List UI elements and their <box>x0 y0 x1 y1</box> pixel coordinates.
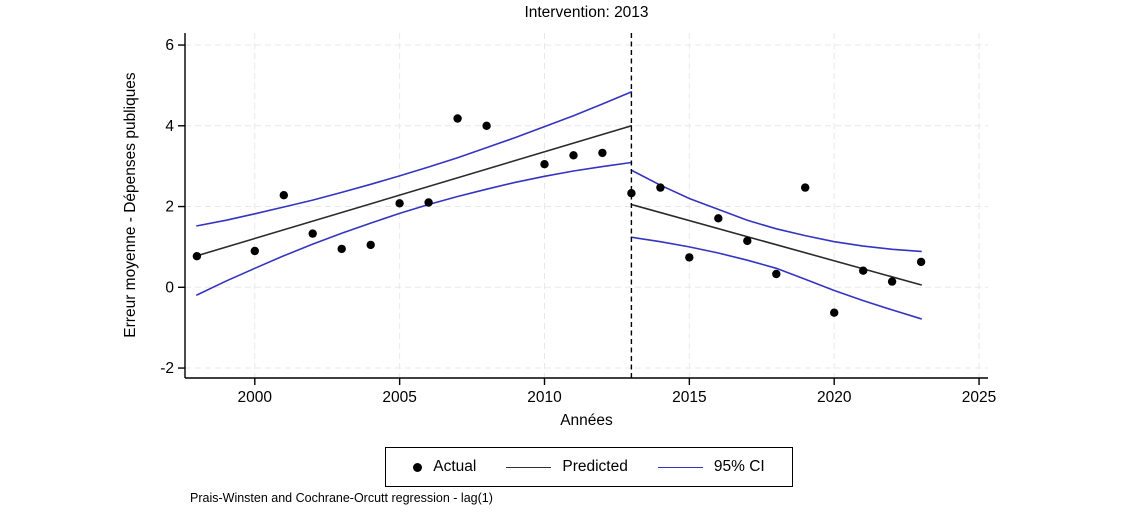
ci-upper-post-line <box>630 169 922 253</box>
data-point <box>714 214 723 223</box>
legend-label-actual: Actual <box>433 458 477 475</box>
data-point <box>598 148 607 158</box>
data-point <box>192 252 202 261</box>
predicted-pre-line <box>196 125 633 257</box>
data-point <box>916 257 926 267</box>
data-point <box>482 121 491 130</box>
x-tick-label: 2025 <box>962 389 996 406</box>
chart-title: Intervention: 2013 <box>524 4 649 21</box>
x-tick-label: 2000 <box>238 389 273 406</box>
regression-note: Prais-Winsten and Cochrane-Orcutt regres… <box>190 491 493 505</box>
x-tick-label: 2020 <box>817 389 852 406</box>
data-point <box>279 191 288 200</box>
y-tick-label: 2 <box>165 199 174 216</box>
ci-line-icon <box>657 466 703 468</box>
data-point <box>627 189 636 198</box>
data-point <box>801 183 810 192</box>
data-point <box>887 277 897 286</box>
data-point <box>337 244 346 254</box>
data-point <box>656 183 665 192</box>
legend-item-predicted: Predicted <box>506 458 628 476</box>
data-point <box>830 308 839 317</box>
data-point <box>453 114 462 123</box>
data-point <box>685 253 694 262</box>
data-point <box>366 240 375 250</box>
legend-item-ci: 95% CI <box>657 458 765 476</box>
data-point <box>424 198 433 207</box>
data-point <box>250 246 259 256</box>
actual-marker-icon <box>413 462 423 472</box>
x-tick-label: 2010 <box>527 389 562 406</box>
x-tick-label: 2015 <box>672 389 706 406</box>
x-axis-label: Années <box>560 412 613 429</box>
data-point <box>743 236 752 246</box>
ci-upper-pre-line <box>196 91 633 227</box>
legend-label-ci: 95% CI <box>713 458 765 475</box>
x-tick-label: 2005 <box>382 389 416 406</box>
data-point <box>569 151 578 160</box>
y-tick-label: 4 <box>165 118 174 135</box>
data-point <box>308 229 317 238</box>
y-tick-label: 0 <box>165 279 174 296</box>
y-tick-label: 6 <box>165 37 174 54</box>
data-point <box>859 266 868 275</box>
y-tick-label: -2 <box>160 360 174 377</box>
legend-item-actual: Actual <box>413 458 476 476</box>
legend-box: Actual Predicted 95% CI <box>385 447 793 487</box>
ci-lower-post-line <box>630 236 922 320</box>
legend-label-predicted: Predicted <box>562 458 628 475</box>
data-point <box>395 199 404 208</box>
predicted-line-icon <box>506 466 552 468</box>
y-axis-label: Erreur moyenne - Dépenses publiques <box>122 72 139 338</box>
predicted-post-line <box>630 203 922 286</box>
ci-lower-pre-line <box>196 161 633 296</box>
data-point <box>772 269 781 279</box>
data-point <box>540 160 549 169</box>
